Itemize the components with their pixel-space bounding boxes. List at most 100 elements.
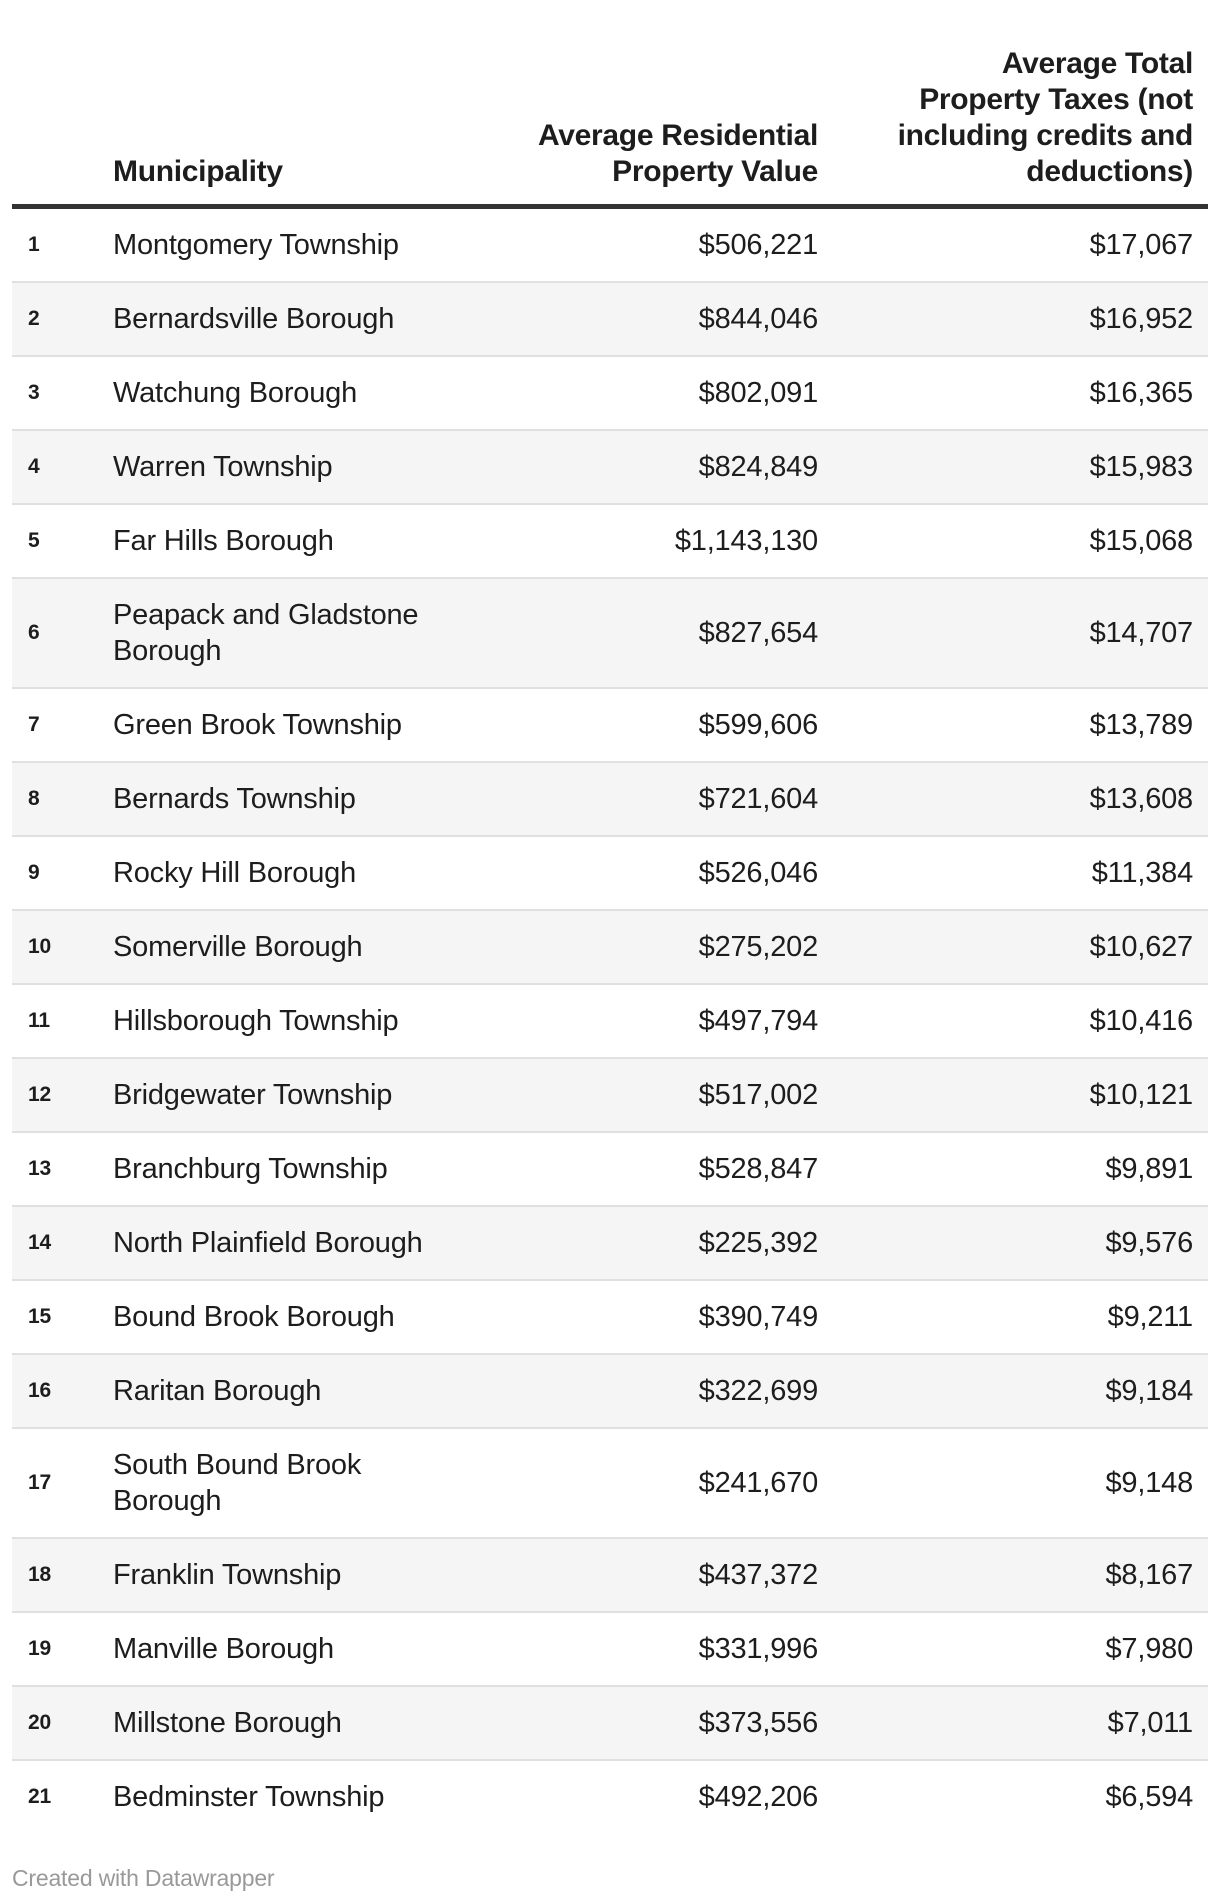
property-tax-cell: $14,707: [1089, 617, 1194, 649]
rank-cell: 21: [28, 1785, 51, 1808]
column-header-property-value: Average Residential Property Value: [503, 0, 833, 209]
property-tax-cell: $9,148: [1105, 1467, 1194, 1499]
municipality-cell: Bound Brook Borough: [113, 1301, 395, 1333]
property-tax-cell: $7,980: [1105, 1633, 1194, 1665]
table-row: 3 Watchung Borough $802,091 $16,365: [12, 356, 1208, 430]
rank-cell: 8: [28, 787, 40, 810]
table-row: 8 Bernards Township $721,604 $13,608: [12, 762, 1208, 836]
table-row: 6 Peapack and Gladstone Borough $827,654…: [12, 578, 1208, 688]
table-row: 2 Bernardsville Borough $844,046 $16,952: [12, 282, 1208, 356]
property-tax-cell: $9,891: [1105, 1153, 1194, 1185]
datawrapper-credit-link[interactable]: Created with Datawrapper: [12, 1865, 275, 1891]
property-value-cell: $802,091: [698, 377, 819, 409]
table-row: 14 North Plainfield Borough $225,392 $9,…: [12, 1206, 1208, 1280]
table-row: 11 Hillsborough Township $497,794 $10,41…: [12, 984, 1208, 1058]
property-value-cell: $1,143,130: [674, 525, 818, 557]
property-value-cell: $275,202: [698, 931, 819, 963]
rank-cell: 15: [28, 1305, 51, 1328]
property-tax-cell: $11,384: [1091, 857, 1193, 889]
rank-cell: 4: [28, 455, 40, 478]
property-tax-cell: $16,952: [1089, 303, 1194, 335]
property-value-cell: $506,221: [698, 229, 819, 261]
table-row: 9 Rocky Hill Borough $526,046 $11,384: [12, 836, 1208, 910]
municipality-cell: Bridgewater Township: [113, 1079, 393, 1111]
property-tax-cell: $6,594: [1105, 1781, 1194, 1813]
rank-cell: 7: [28, 713, 40, 736]
table-row: 12 Bridgewater Township $517,002 $10,121: [12, 1058, 1208, 1132]
municipality-cell: Far Hills Borough: [113, 525, 334, 557]
property-value-cell: $331,996: [698, 1633, 819, 1665]
property-tax-cell: $9,576: [1105, 1227, 1194, 1259]
table-row: 4 Warren Township $824,849 $15,983: [12, 430, 1208, 504]
property-tax-cell: $10,121: [1089, 1079, 1194, 1111]
property-value-cell: $492,206: [698, 1781, 819, 1813]
rank-cell: 11: [28, 1009, 50, 1032]
table-row: 5 Far Hills Borough $1,143,130 $15,068: [12, 504, 1208, 578]
table-row: 13 Branchburg Township $528,847 $9,891: [12, 1132, 1208, 1206]
municipality-cell: Green Brook Township: [113, 709, 402, 741]
property-value-cell: $599,606: [698, 709, 819, 741]
property-tax-cell: $9,211: [1107, 1301, 1194, 1333]
table-row: 15 Bound Brook Borough $390,749 $9,211: [12, 1280, 1208, 1354]
rank-cell: 14: [28, 1231, 51, 1254]
municipality-cell: Montgomery Township: [113, 229, 399, 261]
municipality-cell: Rocky Hill Borough: [113, 857, 356, 889]
property-value-cell: $497,794: [698, 1005, 819, 1037]
table-row: 18 Franklin Township $437,372 $8,167: [12, 1538, 1208, 1612]
municipality-cell: Manville Borough: [113, 1633, 334, 1665]
property-value-cell: $390,749: [698, 1301, 819, 1333]
rank-cell: 6: [28, 621, 40, 644]
rank-cell: 3: [28, 381, 40, 404]
rank-cell: 20: [28, 1711, 51, 1734]
municipality-cell: Peapack and Gladstone Borough: [113, 599, 419, 667]
property-value-cell: $373,556: [698, 1707, 819, 1739]
property-value-cell: $721,604: [698, 783, 819, 815]
property-tax-cell: $15,983: [1089, 451, 1194, 483]
column-header-property-taxes: Average Total Property Taxes (not includ…: [833, 0, 1208, 209]
rank-cell: 17: [28, 1471, 51, 1494]
municipality-cell: Somerville Borough: [113, 931, 363, 963]
column-header-rank: [12, 0, 113, 209]
table-row: 1 Montgomery Township $506,221 $17,067: [12, 206, 1208, 283]
property-tax-cell: $9,184: [1105, 1375, 1194, 1407]
property-value-cell: $322,699: [698, 1375, 819, 1407]
table-row: 17 South Bound Brook Borough $241,670 $9…: [12, 1428, 1208, 1538]
municipality-cell: Watchung Borough: [113, 377, 357, 409]
rank-cell: 13: [28, 1157, 51, 1180]
property-tax-cell: $15,068: [1089, 525, 1194, 557]
municipality-cell: Bernardsville Borough: [113, 303, 395, 335]
property-tax-table: Municipality Average Residential Propert…: [12, 0, 1208, 1833]
table-row: 20 Millstone Borough $373,556 $7,011: [12, 1686, 1208, 1760]
rank-cell: 12: [28, 1083, 51, 1106]
rank-cell: 10: [28, 935, 51, 958]
header-row: Municipality Average Residential Propert…: [12, 0, 1208, 209]
table-container: Municipality Average Residential Propert…: [12, 0, 1208, 1833]
property-tax-cell: $10,627: [1089, 931, 1194, 963]
municipality-cell: Franklin Township: [113, 1559, 342, 1591]
property-tax-cell: $10,416: [1089, 1005, 1194, 1037]
property-value-cell: $241,670: [698, 1467, 819, 1499]
column-header-municipality: Municipality: [113, 0, 503, 209]
municipality-cell: Branchburg Township: [113, 1153, 388, 1185]
property-value-cell: $225,392: [698, 1227, 819, 1259]
rank-cell: 16: [28, 1379, 51, 1402]
property-value-cell: $844,046: [698, 303, 819, 335]
municipality-cell: Warren Township: [113, 451, 333, 483]
property-value-cell: $526,046: [698, 857, 819, 889]
rank-cell: 1: [28, 233, 40, 256]
property-tax-cell: $13,608: [1089, 783, 1194, 815]
table-row: 16 Raritan Borough $322,699 $9,184: [12, 1354, 1208, 1428]
rank-cell: 2: [28, 307, 40, 330]
property-value-cell: $827,654: [698, 617, 819, 649]
municipality-cell: South Bound Brook Borough: [113, 1449, 362, 1517]
property-tax-cell: $17,067: [1089, 229, 1194, 261]
municipality-cell: Hillsborough Township: [113, 1005, 399, 1037]
property-tax-cell: $7,011: [1107, 1707, 1194, 1739]
municipality-cell: Millstone Borough: [113, 1707, 342, 1739]
table-body: 1 Montgomery Township $506,221 $17,067 2…: [12, 206, 1208, 1834]
municipality-cell: North Plainfield Borough: [113, 1227, 423, 1259]
property-value-cell: $824,849: [698, 451, 819, 483]
table-row: 21 Bedminster Township $492,206 $6,594: [12, 1760, 1208, 1833]
rank-cell: 19: [28, 1637, 51, 1660]
property-tax-cell: $13,789: [1089, 709, 1194, 741]
